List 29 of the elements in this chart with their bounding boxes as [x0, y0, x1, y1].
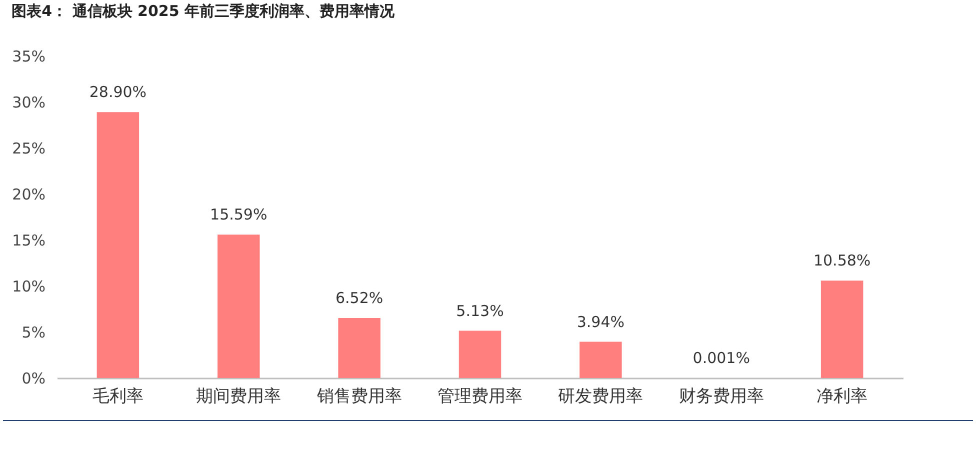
data-label: 3.94%	[576, 312, 625, 331]
x-tick-label: 净利率	[816, 386, 868, 406]
y-tick-label: 25%	[12, 140, 46, 158]
x-tick-label: 期间费用率	[196, 386, 282, 406]
data-label: 15.59%	[210, 206, 268, 224]
x-tick-label: 销售费用率	[316, 386, 402, 406]
x-tick-label: 财务费用率	[678, 386, 764, 406]
data-label: 6.52%	[335, 289, 384, 308]
y-tick-label: 10%	[12, 278, 46, 296]
y-tick-label: 15%	[12, 232, 46, 250]
y-tick-label: 20%	[12, 186, 46, 204]
y-tick-label: 5%	[22, 324, 46, 342]
bar	[458, 330, 502, 378]
x-tick-label: 毛利率	[92, 386, 144, 406]
data-label: 5.13%	[456, 302, 504, 320]
y-tick-label: 0%	[22, 370, 46, 388]
bar	[218, 234, 260, 378]
bar	[580, 342, 622, 378]
y-tick-label: 30%	[12, 94, 46, 112]
bar	[820, 280, 864, 378]
y-tick-label: 35%	[12, 48, 46, 66]
data-label: 0.001%	[692, 348, 750, 367]
data-label: 28.90%	[89, 83, 147, 102]
x-tick-label: 研发费用率	[558, 386, 644, 406]
bar	[96, 112, 140, 378]
data-label: 10.58%	[813, 252, 871, 270]
x-tick-label: 管理费用率	[438, 386, 522, 406]
chart-title: 图表4： 通信板块 2025 年前三季度利润率、费用率情况	[12, 2, 396, 20]
bar	[338, 318, 380, 378]
